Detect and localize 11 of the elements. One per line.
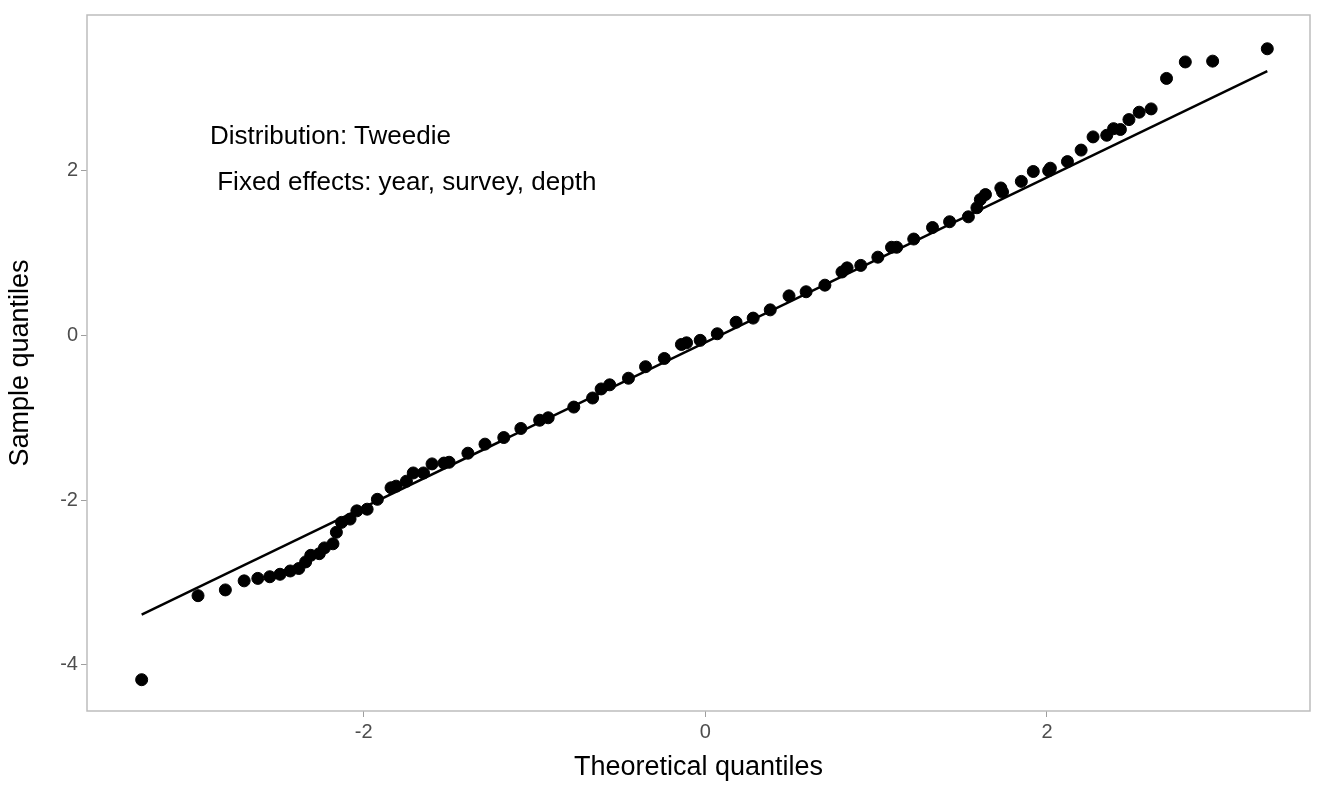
x-tick-label: 0 bbox=[699, 719, 711, 742]
y-tick-label: 2 bbox=[66, 158, 78, 181]
x-tick-label: 2 bbox=[1041, 719, 1053, 742]
y-axis-title: Sample quantiles bbox=[3, 259, 34, 467]
annotation: Distribution: Tweedie bbox=[210, 120, 451, 151]
y-tick-label: -2 bbox=[60, 487, 78, 510]
annotation: Fixed effects: year, survey, depth bbox=[210, 166, 597, 197]
y-tick-label: -4 bbox=[60, 652, 78, 675]
y-tick-label: 0 bbox=[66, 322, 78, 345]
x-tick-label: -2 bbox=[354, 719, 373, 742]
x-axis-title: Theoretical quantiles bbox=[573, 751, 824, 782]
